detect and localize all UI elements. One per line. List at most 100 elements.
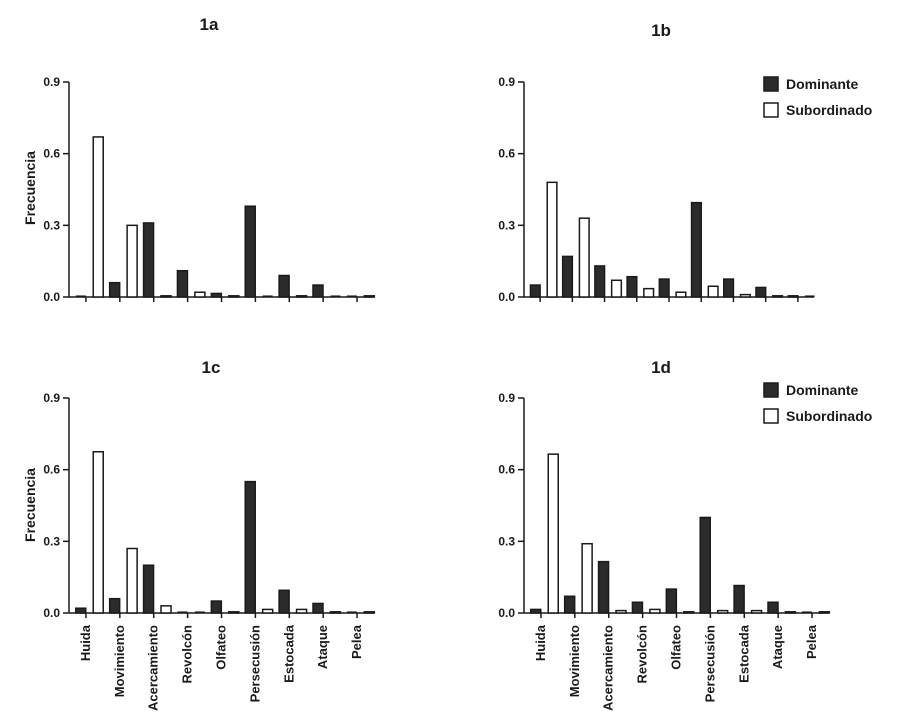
x-category-label: Persecusión <box>247 625 262 702</box>
bar-dominante-7 <box>312 602 324 614</box>
bar-subordinado-7 <box>329 611 342 614</box>
x-category-label: Estocada <box>281 624 296 683</box>
chart-title: 1a <box>200 15 219 34</box>
bar-subordinado-6 <box>295 608 308 614</box>
y-axis-label: Frecuencia <box>22 151 38 225</box>
x-category-label: Olfateo <box>669 625 684 670</box>
bar-subordinado-8 <box>363 611 376 614</box>
legend-swatch-dominante <box>763 76 779 92</box>
y-axis-label: Frecuencia <box>22 468 38 542</box>
bar-dominante-6 <box>733 584 745 614</box>
x-category-label: Huida <box>533 624 548 661</box>
bar-dominante-4 <box>665 588 678 614</box>
bar-dominante-1 <box>108 597 121 614</box>
bar-subordinado-0 <box>92 451 104 614</box>
y-tick-label: 0.6 <box>498 463 515 477</box>
bar-subordinado-4 <box>228 295 240 298</box>
bar-subordinado-4 <box>683 611 695 614</box>
bar-dominante-6 <box>278 589 290 614</box>
bar-dominante-1 <box>561 255 574 298</box>
x-category-label: Pelea <box>349 624 364 659</box>
chart-panel-1b: 1b 0.0 0.3 0.6 0.9 Dominante Subordinado <box>498 21 872 304</box>
bar-dominante-3 <box>176 269 189 298</box>
bar-dominante-0 <box>529 284 541 298</box>
legend-swatch-subordinado <box>763 102 779 118</box>
bar-subordinado-3 <box>194 291 206 298</box>
bar-dominante-7 <box>312 284 324 298</box>
y-tick-label: 0.0 <box>43 606 60 620</box>
y-tick-label: 0.9 <box>43 75 60 89</box>
x-category-label: Revolcón <box>635 625 650 684</box>
y-tick-label: 0.3 <box>43 534 60 548</box>
bar-subordinado-4 <box>228 611 240 614</box>
y-tick-label: 0.9 <box>498 75 515 89</box>
y-tick-label: 0.9 <box>498 391 515 405</box>
bar-dominante-7 <box>767 601 779 614</box>
bar-dominante-4 <box>210 292 223 298</box>
chart-panel-1a: 1a Frecuencia 0.0 0.3 0.6 0.9 <box>22 15 376 304</box>
bar-subordinado-2 <box>615 609 627 614</box>
bar-subordinado-6 <box>295 295 308 298</box>
y-tick-label: 0.6 <box>43 147 60 161</box>
chart-panel-1d: 1d 0.0 0.3 0.6 0.9 Huida Movimiento Acercamient… <box>498 358 872 711</box>
bar-dominante-5 <box>690 201 702 298</box>
y-tick-label: 0.6 <box>498 147 515 161</box>
bar-subordinado-6 <box>739 293 751 298</box>
bar-subordinado-8 <box>363 295 376 298</box>
bar-dominante-5 <box>699 516 711 614</box>
bar-dominante-8 <box>787 295 799 298</box>
bar-subordinado-2 <box>160 295 172 298</box>
bar-dominante-2 <box>142 222 155 298</box>
bar-dominante-2 <box>597 560 610 614</box>
bar-subordinado-1 <box>126 224 138 298</box>
y-tick-label: 0.0 <box>498 606 515 620</box>
chart-panel-1c: 1c Frecuencia 0.0 0.3 0.6 0.9 Huida Movimiento A… <box>22 358 376 711</box>
bar-dominante-2 <box>594 265 606 298</box>
y-tick-label: 0.6 <box>43 463 60 477</box>
y-tick-label: 0.0 <box>498 290 515 304</box>
legend-label-subordinado: Subordinado <box>786 408 872 424</box>
y-tick-label: 0.3 <box>43 218 60 232</box>
y-tick-label: 0.3 <box>498 218 515 232</box>
legend-label-dominante: Dominante <box>786 382 859 398</box>
x-category-label: Ataque <box>770 625 785 669</box>
chart-title: 1b <box>651 21 671 40</box>
bar-subordinado-2 <box>160 605 172 614</box>
bar-subordinado-6 <box>750 609 763 614</box>
x-category-label: Olfateo <box>214 625 229 670</box>
bar-dominante-5 <box>244 480 256 614</box>
bar-dominante-6 <box>278 274 290 298</box>
legend-swatch-subordinado <box>763 408 779 424</box>
bar-subordinado-3 <box>649 608 661 614</box>
bar-subordinado-3 <box>643 287 655 298</box>
bar-subordinado-0 <box>92 136 104 298</box>
x-category-label: Estocada <box>736 624 751 683</box>
legend: Dominante Subordinado <box>763 76 872 118</box>
bar-subordinado-0 <box>547 453 559 614</box>
bar-subordinado-8 <box>818 611 831 614</box>
bar-dominante-2 <box>142 564 155 614</box>
bar-dominante-0 <box>75 607 87 614</box>
bar-dominante-6 <box>723 278 735 298</box>
x-category-label: Pelea <box>804 624 819 659</box>
bar-subordinado-7 <box>772 295 784 298</box>
legend-label-subordinado: Subordinado <box>786 102 872 118</box>
x-category-label: Movimiento <box>567 625 582 697</box>
legend-label-dominante: Dominante <box>786 76 859 92</box>
legend: Dominante Subordinado <box>763 382 872 424</box>
x-category-label: Revolcón <box>180 625 195 684</box>
bar-dominante-5 <box>244 205 256 298</box>
x-category-label: Acercamiento <box>146 625 161 711</box>
x-category-label: Ataque <box>315 625 330 669</box>
bar-dominante-0 <box>530 608 542 614</box>
bar-dominante-4 <box>658 278 670 298</box>
bar-subordinado-4 <box>675 291 687 298</box>
x-category-label: Acercamiento <box>601 625 616 711</box>
legend-swatch-dominante <box>763 382 779 398</box>
bar-subordinado-1 <box>581 542 593 614</box>
y-tick-label: 0.9 <box>43 391 60 405</box>
bar-subordinado-5 <box>707 285 719 298</box>
bar-subordinado-0 <box>546 181 558 298</box>
bar-dominante-4 <box>210 600 223 614</box>
bar-dominante-3 <box>631 601 644 614</box>
